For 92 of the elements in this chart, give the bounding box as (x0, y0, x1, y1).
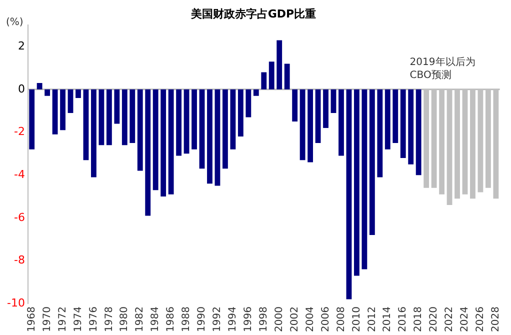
bar (160, 89, 166, 196)
x-tick-label: 1988 (181, 306, 192, 332)
y-tick-label: -10 (7, 296, 25, 310)
bar (346, 89, 352, 300)
x-tick-label: 2000 (274, 306, 285, 332)
bar (416, 89, 422, 176)
y-tick-label: 2 (18, 39, 25, 52)
x-tick-label: 1980 (119, 306, 130, 332)
bar (122, 89, 128, 146)
bar (276, 40, 282, 90)
bar (384, 89, 390, 150)
bar (130, 89, 136, 143)
y-tick-label: 0 (18, 82, 25, 96)
bar (268, 62, 274, 90)
bar (246, 89, 252, 118)
bar (114, 89, 120, 124)
bar (152, 89, 158, 190)
bar (392, 89, 398, 143)
x-tick-label: 1992 (212, 306, 224, 332)
bar (400, 89, 406, 158)
x-tick-label: 2028 (490, 306, 502, 332)
bar (145, 89, 151, 216)
bar (261, 72, 267, 90)
bar (29, 89, 35, 150)
bar (36, 83, 42, 90)
bar (76, 89, 81, 98)
x-tick-label: 2004 (304, 306, 316, 332)
x-tick-label: 2022 (444, 306, 456, 332)
x-tick-label: 2016 (398, 306, 409, 332)
bar (308, 89, 313, 162)
bar (199, 89, 205, 169)
x-tick-label: 2012 (366, 306, 378, 332)
bar (315, 89, 321, 143)
bar (83, 89, 89, 160)
y-tick-label: -6 (14, 210, 25, 224)
bar (377, 89, 383, 178)
x-tick-label: 1984 (150, 306, 162, 332)
bar (330, 89, 336, 113)
bar (137, 89, 143, 171)
x-tick-label: 1978 (104, 306, 115, 332)
x-tick-label: 2006 (320, 306, 332, 332)
chart-title: 美国财政赤字占GDP比重 (190, 7, 316, 20)
x-tick-label: 1968 (26, 306, 38, 332)
x-tick-label: 2018 (413, 306, 424, 332)
bar (192, 89, 197, 150)
x-tick-label: 1970 (42, 306, 53, 332)
bar (52, 89, 58, 134)
y-tick-label: -2 (14, 125, 25, 138)
x-tick-label: 2014 (382, 306, 394, 332)
x-tick-label: 1986 (166, 306, 177, 332)
x-tick-label: 1996 (243, 306, 254, 332)
bar (230, 89, 236, 150)
bar (222, 89, 228, 169)
bar (338, 89, 344, 156)
bar (253, 89, 259, 96)
x-tick-label: 1998 (258, 306, 270, 332)
x-tick-label: 1976 (88, 306, 100, 332)
bar (408, 89, 414, 164)
x-tick-label: 2008 (336, 306, 347, 332)
bar (362, 89, 368, 270)
y-tick-label: -8 (14, 254, 25, 267)
y-tick-label: -4 (14, 168, 25, 181)
x-tick-label: 1990 (196, 306, 208, 332)
bar (184, 89, 190, 154)
bar (354, 89, 360, 276)
x-tick-label: 1974 (72, 306, 84, 332)
x-tick-label: 2002 (289, 306, 300, 332)
x-tick-label: 2020 (428, 306, 440, 332)
annotation: 2019年以后为 CBO预测 (410, 56, 476, 82)
x-tick-label: 2026 (475, 306, 486, 332)
bar (44, 89, 50, 96)
x-tick-label: 1994 (228, 306, 239, 332)
y-axis-title: (%) (6, 16, 24, 28)
bar (369, 89, 375, 236)
bar (238, 89, 244, 137)
bar (60, 89, 66, 130)
bar (284, 64, 290, 90)
bar (176, 89, 182, 156)
bar (168, 89, 174, 194)
x-tick-label: 2010 (351, 306, 362, 332)
bar (91, 89, 96, 178)
bar (300, 89, 306, 160)
bar (207, 89, 212, 184)
bar (214, 89, 220, 186)
bar (292, 89, 298, 122)
x-tick-label: 2024 (460, 306, 471, 332)
x-tick-label: 1982 (134, 306, 146, 332)
bar (68, 89, 74, 113)
bar (98, 89, 104, 146)
bar (106, 89, 112, 146)
bar (323, 89, 328, 128)
x-tick-label: 1972 (57, 306, 68, 332)
